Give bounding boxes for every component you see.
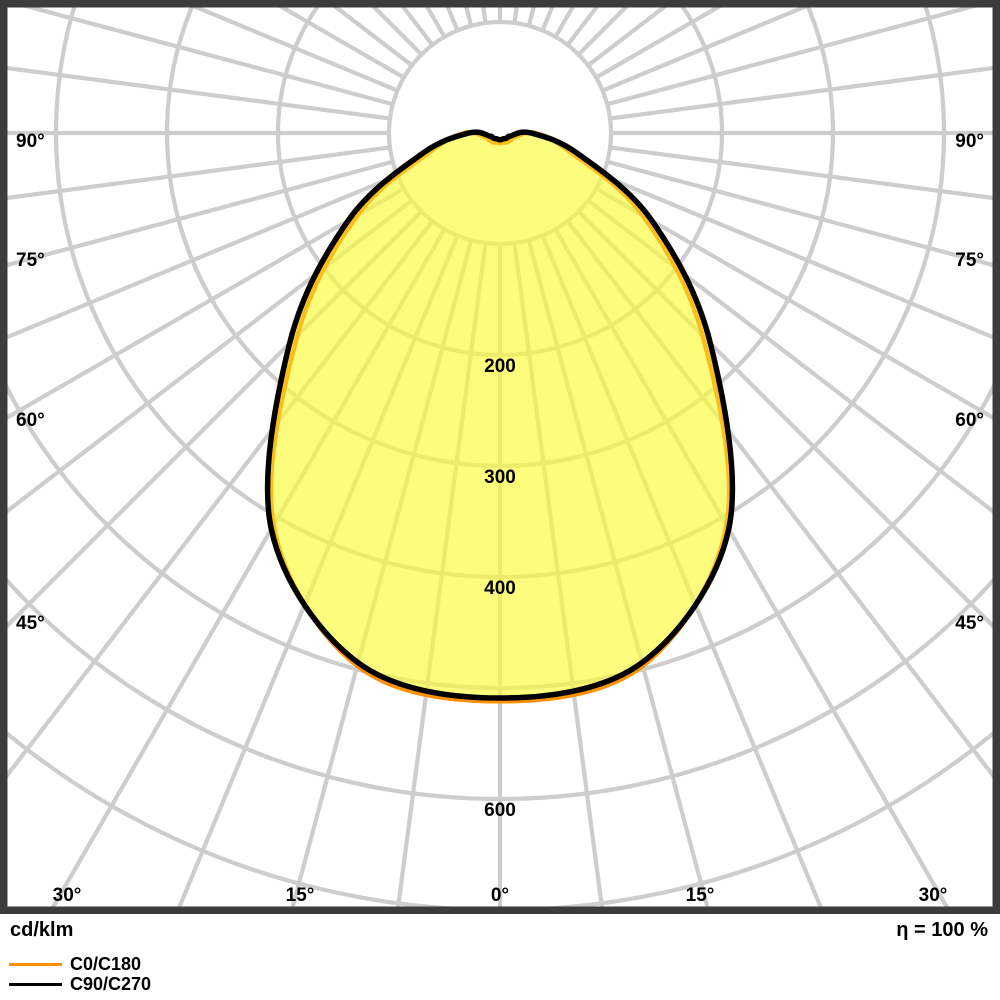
angle-label-bottom: 30°	[53, 885, 82, 906]
angle-label-right: 45°	[955, 613, 984, 634]
polar-grid-ray	[0, 65, 391, 121]
polar-grid-ray	[173, 0, 399, 93]
polar-grid-ray	[577, 210, 1000, 636]
polar-grid-ray	[601, 173, 1000, 343]
polar-grid-ray	[606, 0, 1000, 107]
angle-label-bottom: 0°	[491, 885, 509, 906]
radial-value-label: 200	[484, 356, 516, 377]
polar-grid-ray	[0, 219, 435, 789]
unit-label: cd/klm	[10, 919, 74, 941]
angle-label-left: 75°	[16, 250, 45, 271]
angle-label-bottom: 30°	[919, 885, 948, 906]
polar-grid-ray	[553, 228, 1000, 1000]
angle-label-left: 60°	[16, 410, 45, 431]
polar-grid-ray	[595, 186, 1000, 425]
polar-grid-ray	[526, 239, 735, 1000]
legend-line-swatch-black	[9, 983, 62, 986]
legend-item-c90-c270: C90/C270	[0, 974, 400, 996]
polar-grid-ray	[586, 198, 1000, 520]
legend-label: C90/C270	[70, 974, 152, 994]
polar-grid-ray	[606, 159, 1000, 270]
polar-grid-ray	[565, 219, 1000, 789]
chart-footer: cd/klm η = 100 % C0/C180 C90/C270	[0, 914, 1000, 1000]
polar-grid-ray	[0, 186, 405, 425]
polar-grid-ray	[383, 242, 488, 1000]
angle-label-right: 60°	[955, 410, 984, 431]
polar-grid-ray	[0, 228, 447, 1000]
radial-value-label: 400	[484, 578, 516, 599]
radial-value-labels: 200 300 400 600	[484, 356, 516, 821]
polar-grid-ray	[0, 159, 394, 270]
legend-label: C0/C180	[70, 954, 142, 974]
polar-grid-ray	[0, 0, 394, 107]
angle-label-bottom: 15°	[286, 885, 315, 906]
polar-grid-ray	[512, 242, 617, 1000]
angle-label-right: 90°	[955, 131, 984, 152]
angle-label-left: 90°	[16, 131, 45, 152]
angle-labels: 90° 75° 60° 45° 90° 75° 60° 45° 30° 15° 0° 15° 30°	[16, 131, 984, 906]
legend-item-c0-c180: C0/C180	[0, 954, 400, 976]
polar-grid-ray	[609, 145, 1000, 201]
curve-c90-c270	[264, 129, 736, 701]
legend-line-swatch-orange	[9, 963, 62, 966]
polar-grid-ray	[0, 210, 423, 636]
polar-grid-ray	[0, 198, 414, 520]
polar-grid-ray	[138, 234, 460, 1000]
radial-value-label: 600	[484, 800, 516, 821]
angle-label-right: 75°	[955, 250, 984, 271]
polar-grid-ray	[609, 65, 1000, 121]
polar-grid-ray	[601, 0, 827, 93]
angle-label-left: 45°	[16, 613, 45, 634]
radial-value-label: 300	[484, 467, 516, 488]
polar-grid-ray	[540, 234, 862, 1000]
light-output-ratio-label: η = 100 %	[896, 919, 988, 941]
polar-grid-ray	[265, 239, 474, 1000]
chart-frame	[0, 0, 1000, 914]
polar-grid-ray	[0, 145, 391, 201]
angle-label-bottom: 15°	[686, 885, 715, 906]
polar-grid-ray	[0, 173, 399, 343]
